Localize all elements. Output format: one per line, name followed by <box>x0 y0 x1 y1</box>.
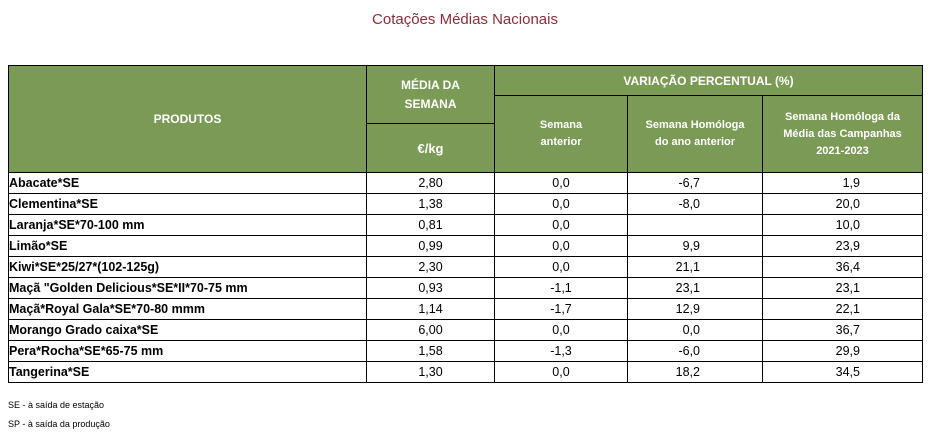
semana-anterior-value: -1,7 <box>494 298 628 320</box>
page-title: Cotações Médias Nacionais <box>372 11 558 28</box>
homologa-campanhas-value: 20,0 <box>762 193 923 215</box>
quotes-table: PRODUTOS MÉDIA DA SEMANA VARIAÇÃO PERCEN… <box>8 65 923 383</box>
table-row: Abacate*SE 2,80 0,0 -6,7 1,9 <box>8 172 923 194</box>
table-row: Pera*Rocha*SE*65-75 mm 1,58 -1,3 -6,0 29,9 <box>8 340 923 362</box>
table-row: Maçã*Royal Gala*SE*70-80 mmm 1,14 -1,7 12,9… <box>8 298 923 320</box>
semana-anterior-value: 0,0 <box>494 172 628 194</box>
semana-anterior-value: 0,0 <box>494 214 628 236</box>
product-name: Kiwi*SE*25/27*(102-125g) <box>8 256 367 278</box>
header-homologa-ano: Semana Homóloga do ano anterior <box>627 95 763 173</box>
header-homologa-campanhas: Semana Homóloga da Média das Campanhas 2… <box>762 95 923 173</box>
header-produtos: PRODUTOS <box>8 65 367 173</box>
semana-anterior-value: 0,0 <box>494 319 628 341</box>
homologa-campanhas-value: 10,0 <box>762 214 923 236</box>
homologa-ano-value: 12,9 <box>627 298 763 320</box>
media-value: 1,38 <box>366 193 495 215</box>
table-row: Morango Grado caixa*SE 6,00 0,0 0,0 36,7 <box>8 319 923 341</box>
media-value: 0,99 <box>366 235 495 257</box>
product-name: Maçã*Royal Gala*SE*70-80 mmm <box>8 298 367 320</box>
homologa-campanhas-value: 34,5 <box>762 361 923 383</box>
media-value: 0,81 <box>366 214 495 236</box>
homologa-campanhas-value: 23,1 <box>762 277 923 299</box>
media-value: 6,00 <box>366 319 495 341</box>
header-unit: €/kg <box>366 123 495 173</box>
semana-anterior-value: 0,0 <box>494 235 628 257</box>
product-name: Limão*SE <box>8 235 367 257</box>
semana-anterior-value: 0,0 <box>494 361 628 383</box>
product-name: Tangerina*SE <box>8 361 367 383</box>
homologa-ano-value: -6,7 <box>627 172 763 194</box>
footnote-se: SE - à saída de estação <box>8 400 105 410</box>
table-row: Clementina*SE 1,38 0,0 -8,0 20,0 <box>8 193 923 215</box>
homologa-ano-value <box>627 214 763 236</box>
media-value: 1,30 <box>366 361 495 383</box>
product-name: Pera*Rocha*SE*65-75 mm <box>8 340 367 362</box>
homologa-ano-value: 23,1 <box>627 277 763 299</box>
media-value: 2,30 <box>366 256 495 278</box>
product-name: Laranja*SE*70-100 mm <box>8 214 367 236</box>
table-row: Tangerina*SE 1,30 0,0 18,2 34,5 <box>8 361 923 383</box>
homologa-campanhas-value: 22,1 <box>762 298 923 320</box>
table-row: Limão*SE 0,99 0,0 9,9 23,9 <box>8 235 923 257</box>
homologa-ano-value: 0,0 <box>627 319 763 341</box>
product-name: Clementina*SE <box>8 193 367 215</box>
table-row: Maçã "Golden Delicious*SE*II*70-75 mm 0,9… <box>8 277 923 299</box>
product-name: Maçã "Golden Delicious*SE*II*70-75 mm <box>8 277 367 299</box>
homologa-ano-value: -6,0 <box>627 340 763 362</box>
table-row: Kiwi*SE*25/27*(102-125g) 2,30 0,0 21,1 36,4 <box>8 256 923 278</box>
semana-anterior-value: -1,1 <box>494 277 628 299</box>
homologa-campanhas-value: 36,4 <box>762 256 923 278</box>
homologa-campanhas-value: 36,7 <box>762 319 923 341</box>
semana-anterior-value: 0,0 <box>494 193 628 215</box>
homologa-ano-value: -8,0 <box>627 193 763 215</box>
homologa-ano-value: 9,9 <box>627 235 763 257</box>
table-body: Abacate*SE 2,80 0,0 -6,7 1,9 Clementina*SE 1,3… <box>8 172 923 383</box>
media-value: 1,58 <box>366 340 495 362</box>
header-semana-anterior: Semana anterior <box>494 95 628 173</box>
media-value: 1,14 <box>366 298 495 320</box>
table-row: Laranja*SE*70-100 mm 0,81 0,0 10,0 <box>8 214 923 236</box>
homologa-campanhas-value: 1,9 <box>762 172 923 194</box>
homologa-campanhas-value: 29,9 <box>762 340 923 362</box>
homologa-ano-value: 18,2 <box>627 361 763 383</box>
footnote-sp: SP - à saída da produção <box>8 419 110 429</box>
product-name: Abacate*SE <box>8 172 367 194</box>
media-value: 2,80 <box>366 172 495 194</box>
header-media-semana: MÉDIA DA SEMANA <box>366 65 495 124</box>
media-value: 0,93 <box>366 277 495 299</box>
semana-anterior-value: -1,3 <box>494 340 628 362</box>
header-variacao: VARIAÇÃO PERCENTUAL (%) <box>494 65 923 96</box>
product-name: Morango Grado caixa*SE <box>8 319 367 341</box>
homologa-campanhas-value: 23,9 <box>762 235 923 257</box>
homologa-ano-value: 21,1 <box>627 256 763 278</box>
semana-anterior-value: 0,0 <box>494 256 628 278</box>
